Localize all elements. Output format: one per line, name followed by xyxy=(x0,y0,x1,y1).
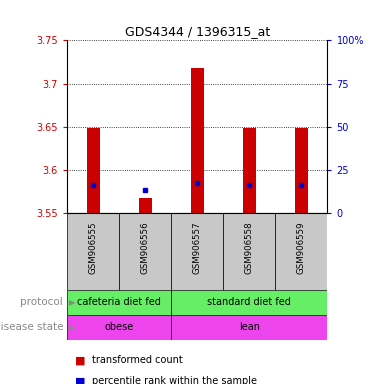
Bar xyxy=(171,213,223,290)
Title: GDS4344 / 1396315_at: GDS4344 / 1396315_at xyxy=(124,25,270,38)
Text: percentile rank within the sample: percentile rank within the sample xyxy=(92,376,257,384)
Text: ■: ■ xyxy=(75,376,85,384)
Text: standard diet fed: standard diet fed xyxy=(208,297,291,308)
Bar xyxy=(171,315,327,340)
Bar xyxy=(119,213,171,290)
Text: cafeteria diet fed: cafeteria diet fed xyxy=(77,297,161,308)
Bar xyxy=(295,128,308,213)
Bar xyxy=(67,213,119,290)
Text: disease state: disease state xyxy=(0,322,63,333)
Text: GSM906559: GSM906559 xyxy=(297,222,306,274)
Text: ▶: ▶ xyxy=(69,298,75,307)
Text: obese: obese xyxy=(105,322,134,333)
Bar xyxy=(223,213,275,290)
Text: lean: lean xyxy=(239,322,260,333)
Text: ■: ■ xyxy=(75,355,85,365)
Bar xyxy=(275,213,327,290)
Bar xyxy=(171,290,327,315)
Text: GSM906556: GSM906556 xyxy=(141,221,150,274)
Text: ▶: ▶ xyxy=(69,323,75,332)
Text: GSM906558: GSM906558 xyxy=(245,221,254,274)
Bar xyxy=(243,128,256,213)
Text: transformed count: transformed count xyxy=(92,355,183,365)
Bar xyxy=(87,128,100,213)
Bar xyxy=(191,68,204,213)
Text: protocol: protocol xyxy=(20,297,63,308)
Text: GSM906555: GSM906555 xyxy=(88,221,98,274)
Bar xyxy=(67,290,171,315)
Text: GSM906557: GSM906557 xyxy=(193,221,202,274)
Bar xyxy=(139,197,152,213)
Bar xyxy=(67,315,171,340)
